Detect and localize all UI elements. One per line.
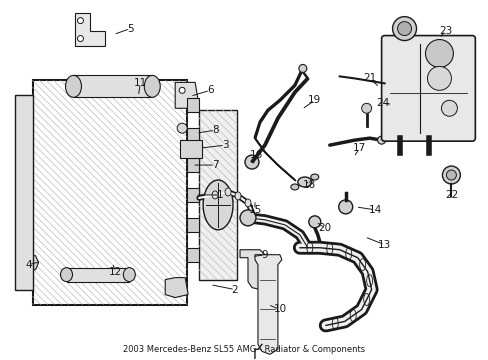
Text: 3: 3 [221, 140, 228, 150]
Text: 9: 9 [261, 250, 268, 260]
Polygon shape [175, 82, 198, 108]
Text: 19: 19 [307, 95, 321, 105]
Ellipse shape [297, 177, 311, 187]
Circle shape [446, 170, 455, 180]
Text: 20: 20 [318, 223, 331, 233]
Bar [187, 218, 199, 232]
Text: 24: 24 [375, 98, 388, 108]
Text: 5: 5 [127, 24, 133, 33]
Bar [187, 128, 199, 142]
Ellipse shape [224, 188, 230, 196]
Ellipse shape [290, 184, 298, 190]
Ellipse shape [61, 268, 72, 282]
Text: 2: 2 [231, 284, 238, 294]
Text: 15: 15 [248, 205, 261, 215]
FancyBboxPatch shape [381, 36, 474, 141]
Text: 12: 12 [108, 267, 122, 276]
Text: 16: 16 [249, 150, 262, 160]
Ellipse shape [144, 75, 160, 97]
Ellipse shape [212, 191, 218, 199]
Bar [199, 110, 237, 280]
Ellipse shape [338, 200, 352, 214]
Ellipse shape [123, 268, 135, 282]
Ellipse shape [235, 192, 241, 200]
Circle shape [442, 166, 459, 184]
Circle shape [397, 22, 411, 36]
Polygon shape [16, 256, 39, 270]
Text: 4: 4 [25, 260, 32, 270]
Text: 14: 14 [368, 205, 382, 215]
Text: 1: 1 [216, 190, 223, 200]
Polygon shape [75, 13, 105, 45]
Bar [15, 95, 33, 289]
Text: 18: 18 [303, 180, 316, 190]
Ellipse shape [308, 216, 320, 228]
Text: 23: 23 [438, 26, 451, 36]
Bar [66, 268, 129, 282]
Text: 2003 Mercedes-Benz SL55 AMG - Radiator & Components: 2003 Mercedes-Benz SL55 AMG - Radiator &… [123, 345, 365, 354]
Circle shape [441, 100, 456, 116]
Bar [187, 98, 199, 112]
Circle shape [361, 103, 371, 113]
Bar [187, 158, 199, 172]
Ellipse shape [298, 64, 306, 72]
Circle shape [77, 36, 83, 41]
Circle shape [392, 17, 416, 41]
Text: 21: 21 [362, 73, 375, 84]
Bar [33, 80, 187, 305]
Circle shape [77, 18, 83, 24]
Ellipse shape [244, 199, 250, 207]
Ellipse shape [240, 210, 255, 226]
Text: 17: 17 [352, 143, 366, 153]
Bar [187, 188, 199, 202]
Text: 10: 10 [273, 305, 286, 315]
Bar [187, 248, 199, 262]
Ellipse shape [377, 136, 385, 144]
Circle shape [179, 87, 185, 93]
Text: 22: 22 [444, 190, 457, 200]
Ellipse shape [310, 174, 318, 180]
Text: 13: 13 [377, 240, 390, 250]
Circle shape [177, 123, 187, 133]
Polygon shape [240, 250, 264, 289]
Polygon shape [165, 278, 188, 298]
Text: 6: 6 [206, 85, 213, 95]
Text: 11: 11 [133, 78, 146, 88]
Circle shape [427, 67, 450, 90]
Bar [180, 140, 202, 158]
Ellipse shape [65, 75, 81, 97]
Ellipse shape [244, 155, 259, 169]
Polygon shape [254, 255, 281, 354]
Bar [73, 75, 152, 97]
Text: 7: 7 [211, 160, 218, 170]
Ellipse shape [203, 180, 233, 230]
Text: 8: 8 [211, 125, 218, 135]
Circle shape [425, 40, 452, 67]
